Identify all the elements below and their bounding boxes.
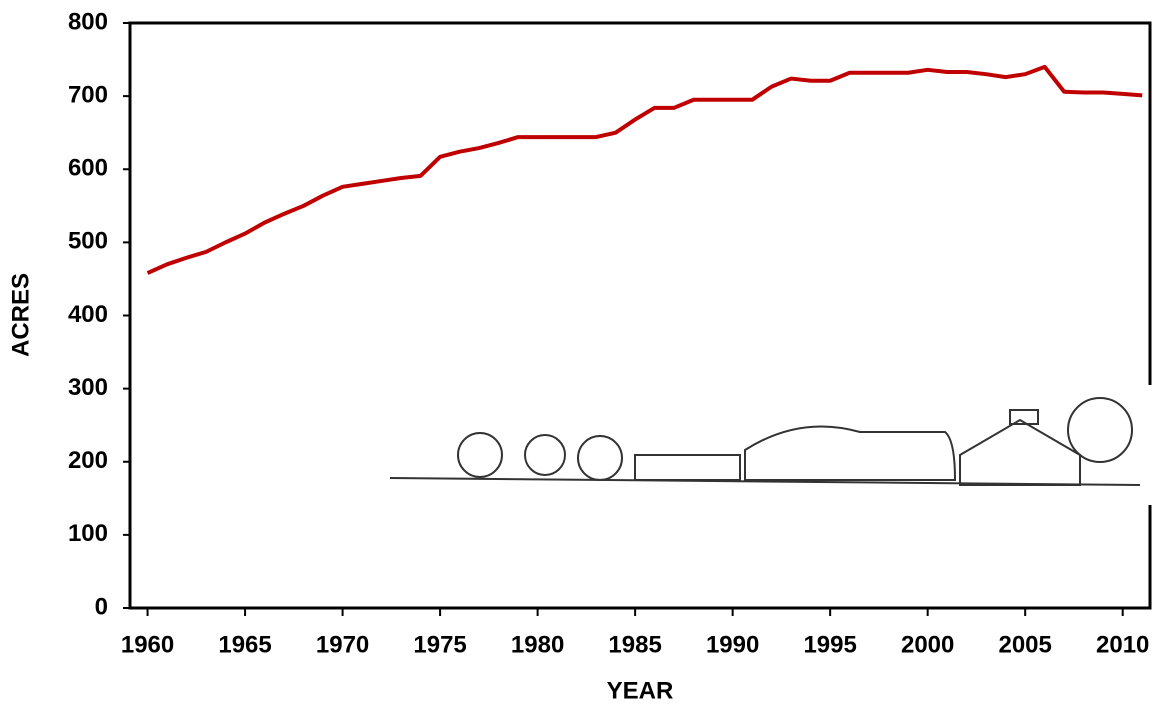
x-tick-label: 1990 xyxy=(706,631,759,658)
frame-gap xyxy=(1140,385,1160,505)
y-tick-label: 200 xyxy=(68,447,108,474)
y-tick-label: 600 xyxy=(68,155,108,182)
x-tick-label: 2005 xyxy=(998,631,1051,658)
y-tick-label: 800 xyxy=(68,8,108,35)
chart: YEAR ACRES 0 100 200 300 400 500 600 700 800 1960… xyxy=(0,0,1164,706)
x-tick-label: 1995 xyxy=(803,631,856,658)
x-tick-label: 1970 xyxy=(316,631,369,658)
x-tick-label: 1965 xyxy=(218,631,271,658)
x-tick-label: 2010 xyxy=(1096,631,1149,658)
data-line xyxy=(148,67,1143,273)
x-axis-label: YEAR xyxy=(607,677,674,704)
x-tick-label: 2000 xyxy=(901,631,954,658)
x-tick-label: 1975 xyxy=(413,631,466,658)
plot-frame xyxy=(130,23,1150,608)
y-tick-label: 400 xyxy=(68,301,108,328)
farm-illustration xyxy=(390,398,1140,485)
y-tick-label: 500 xyxy=(68,228,108,255)
y-tick-label: 100 xyxy=(68,520,108,547)
x-tick-label: 1960 xyxy=(121,631,174,658)
x-tick-label: 1985 xyxy=(608,631,661,658)
y-axis-label: ACRES xyxy=(7,273,34,357)
x-tick-label: 1980 xyxy=(511,631,564,658)
y-tick-label: 700 xyxy=(68,81,108,108)
y-tick-label: 0 xyxy=(95,593,108,620)
y-tick-label: 300 xyxy=(68,374,108,401)
